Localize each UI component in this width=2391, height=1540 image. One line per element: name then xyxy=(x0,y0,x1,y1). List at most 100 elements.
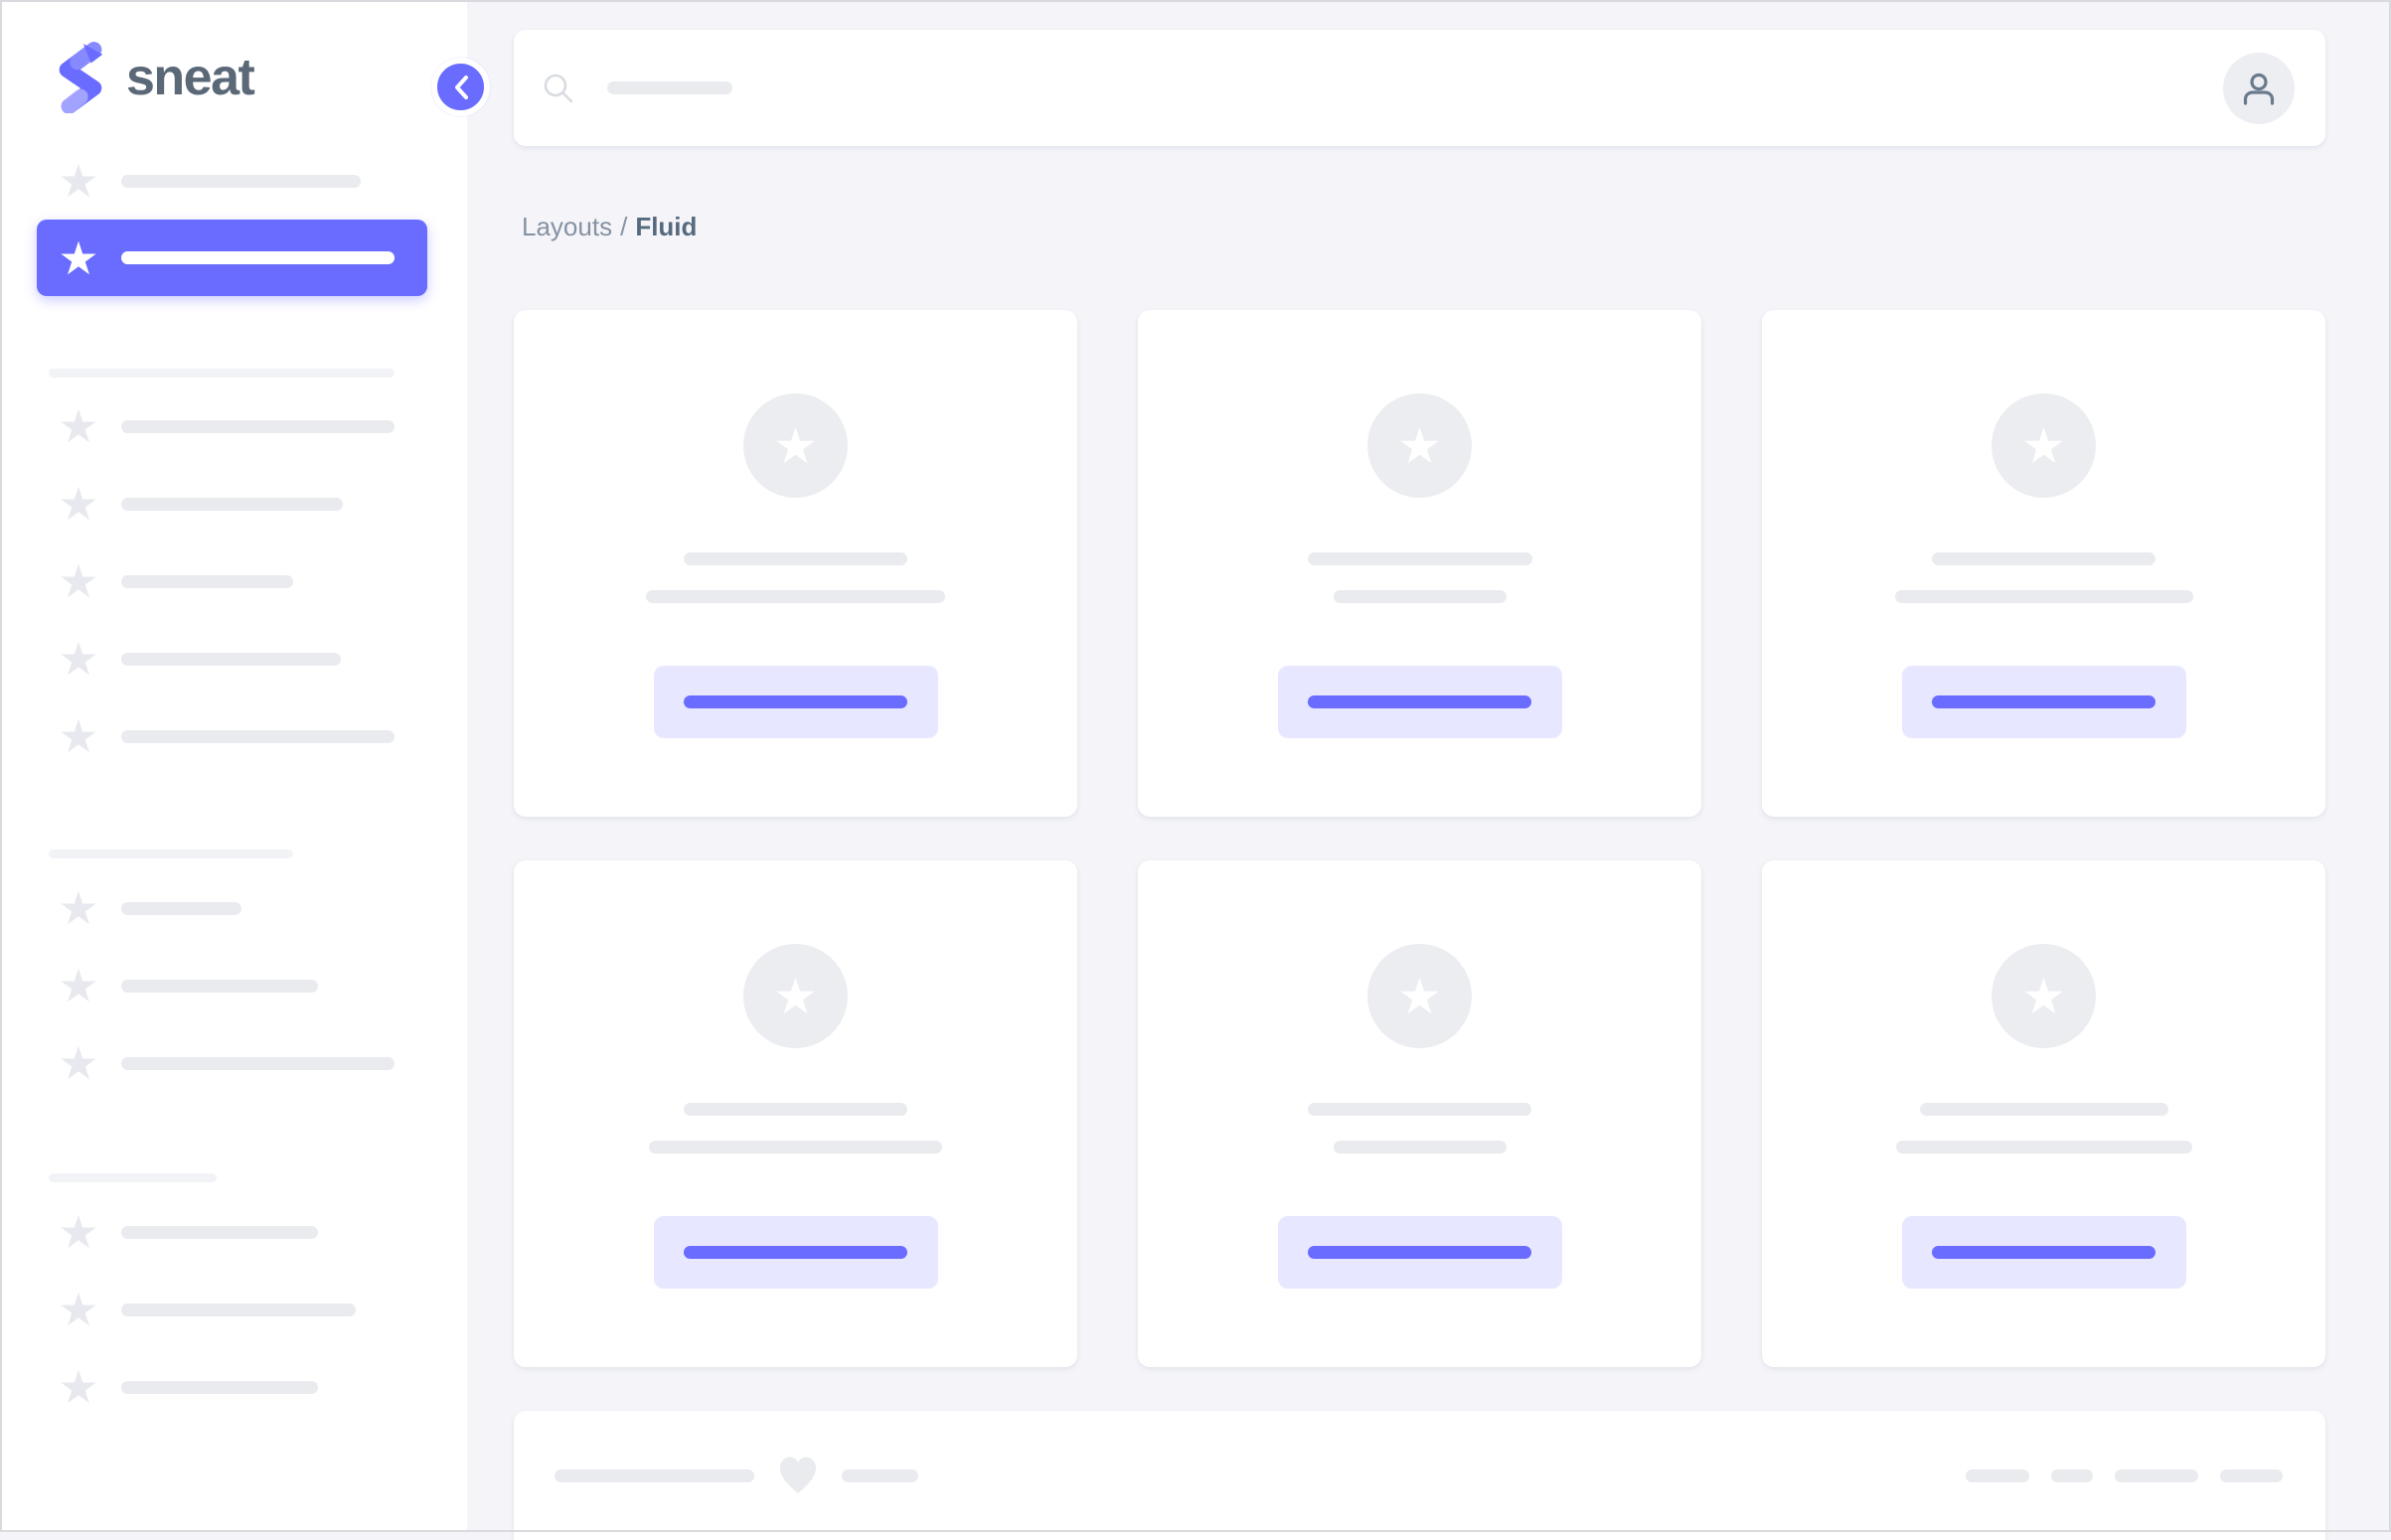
card-subtitle-placeholder-bar xyxy=(649,1141,942,1154)
sidebar-menu: ★ ★ ★ ★ ★ ★ ★ ★ ★ ★ ★ ★ ★ xyxy=(0,111,467,1426)
card-avatar-circle: ★ xyxy=(1367,944,1472,1048)
placeholder-bar xyxy=(1966,1468,2029,1482)
breadcrumb-current: Fluid xyxy=(635,212,698,241)
person-icon xyxy=(2243,73,2275,105)
card-action-button[interactable] xyxy=(1277,1216,1562,1289)
placeholder-bar xyxy=(2115,1468,2198,1482)
topbar xyxy=(514,30,2325,146)
sidebar-item-active[interactable]: ★ xyxy=(37,220,427,296)
button-label-placeholder-bar xyxy=(684,695,907,708)
button-label-placeholder-bar xyxy=(684,1246,907,1259)
sidebar-item[interactable]: ★ xyxy=(37,542,427,620)
card-title-placeholder-bar xyxy=(684,552,907,565)
star-icon: ★ xyxy=(1397,968,1442,1024)
sidebar-section-divider xyxy=(49,369,395,378)
placeholder-card: ★ xyxy=(514,310,1077,817)
star-icon: ★ xyxy=(58,155,99,207)
menu-label-placeholder-bar xyxy=(121,174,361,188)
breadcrumb-parent[interactable]: Layouts xyxy=(522,212,613,241)
star-icon: ★ xyxy=(58,400,99,452)
card-title-placeholder-bar xyxy=(684,1103,907,1116)
sidebar-item[interactable]: ★ xyxy=(37,620,427,697)
breadcrumb-separator: / xyxy=(620,212,628,241)
star-icon: ★ xyxy=(58,960,99,1011)
sidebar-item[interactable]: ★ xyxy=(37,697,427,775)
star-icon: ★ xyxy=(58,478,99,530)
sidebar-item[interactable]: ★ xyxy=(37,947,427,1024)
star-icon: ★ xyxy=(2021,417,2066,474)
sidebar-item[interactable]: ★ xyxy=(37,1193,427,1271)
menu-label-placeholder-bar xyxy=(121,1225,318,1239)
menu-label-placeholder-bar xyxy=(121,652,341,666)
sidebar-section-divider xyxy=(49,849,293,858)
search-icon xyxy=(544,74,573,102)
sidebar-item[interactable]: ★ xyxy=(37,465,427,542)
button-label-placeholder-bar xyxy=(1932,1246,2155,1259)
card-action-button[interactable] xyxy=(653,1216,938,1289)
star-icon: ★ xyxy=(1397,417,1442,474)
placeholder-bar xyxy=(555,1468,754,1482)
star-icon: ★ xyxy=(773,417,818,474)
placeholder-bar xyxy=(842,1468,918,1482)
search-placeholder-bar xyxy=(607,81,732,94)
button-label-placeholder-bar xyxy=(1308,1246,1531,1259)
star-icon: ★ xyxy=(773,968,818,1024)
card-avatar-circle: ★ xyxy=(1367,393,1472,498)
menu-label-placeholder-bar xyxy=(121,574,293,588)
star-icon: ★ xyxy=(58,231,99,284)
card-action-button[interactable] xyxy=(653,666,938,738)
sidebar-item[interactable]: ★ xyxy=(37,1348,427,1426)
star-icon: ★ xyxy=(58,555,99,607)
sidebar-item[interactable]: ★ xyxy=(37,1271,427,1348)
star-icon: ★ xyxy=(58,1037,99,1089)
button-label-placeholder-bar xyxy=(1308,695,1531,708)
user-avatar[interactable] xyxy=(2223,52,2295,124)
card-action-button[interactable] xyxy=(1901,666,2186,738)
star-icon: ★ xyxy=(58,710,99,762)
sidebar-item[interactable]: ★ xyxy=(37,869,427,947)
card-title-placeholder-bar xyxy=(1932,552,2155,565)
search-input[interactable] xyxy=(542,72,2223,105)
star-icon: ★ xyxy=(58,1206,99,1258)
card-title-placeholder-bar xyxy=(1308,1103,1531,1116)
star-icon: ★ xyxy=(58,882,99,934)
sidebar-item[interactable]: ★ xyxy=(37,142,427,220)
sidebar-item[interactable]: ★ xyxy=(37,1024,427,1102)
card-avatar-circle: ★ xyxy=(743,944,848,1048)
heart-icon xyxy=(780,1457,816,1493)
card-subtitle-placeholder-bar xyxy=(1333,1141,1507,1154)
button-label-placeholder-bar xyxy=(1932,695,2155,708)
menu-label-placeholder-bar xyxy=(121,1056,395,1070)
card-subtitle-placeholder-bar xyxy=(1895,1141,2192,1154)
placeholder-card: ★ xyxy=(1762,310,2325,817)
main-content: Layouts / Fluid ★ ★ ★ ★ ★ ★ xyxy=(467,0,2391,1540)
card-subtitle-placeholder-bar xyxy=(1894,590,2193,603)
menu-label-placeholder-bar xyxy=(121,1380,318,1394)
card-avatar-circle: ★ xyxy=(1992,944,2096,1048)
placeholder-card: ★ xyxy=(1138,310,1701,817)
menu-label-placeholder-bar xyxy=(121,497,343,511)
card-title-placeholder-bar xyxy=(1919,1103,2168,1116)
bottom-card xyxy=(514,1411,2325,1540)
card-action-button[interactable] xyxy=(1277,666,1562,738)
brand[interactable]: sneat xyxy=(49,42,255,113)
bottom-card-left-group xyxy=(555,1456,918,1495)
breadcrumb: Layouts / Fluid xyxy=(514,214,2325,239)
sidebar-item[interactable]: ★ xyxy=(37,387,427,465)
card-avatar-circle: ★ xyxy=(1992,393,2096,498)
card-subtitle-placeholder-bar xyxy=(646,590,945,603)
cards-grid: ★ ★ ★ ★ ★ ★ xyxy=(514,310,2325,1367)
sneat-logo-icon xyxy=(59,42,103,113)
star-icon: ★ xyxy=(58,633,99,685)
placeholder-bar xyxy=(2220,1468,2283,1482)
brand-name: sneat xyxy=(126,49,255,106)
placeholder-card: ★ xyxy=(1138,860,1701,1367)
card-title-placeholder-bar xyxy=(1307,552,1532,565)
star-icon: ★ xyxy=(58,1284,99,1335)
sidebar-collapse-button[interactable] xyxy=(431,58,490,116)
star-icon: ★ xyxy=(2021,968,2066,1024)
placeholder-card: ★ xyxy=(1762,860,2325,1367)
card-action-button[interactable] xyxy=(1901,1216,2186,1289)
sidebar-section-divider xyxy=(49,1173,217,1182)
menu-label-placeholder-bar xyxy=(121,1303,356,1316)
